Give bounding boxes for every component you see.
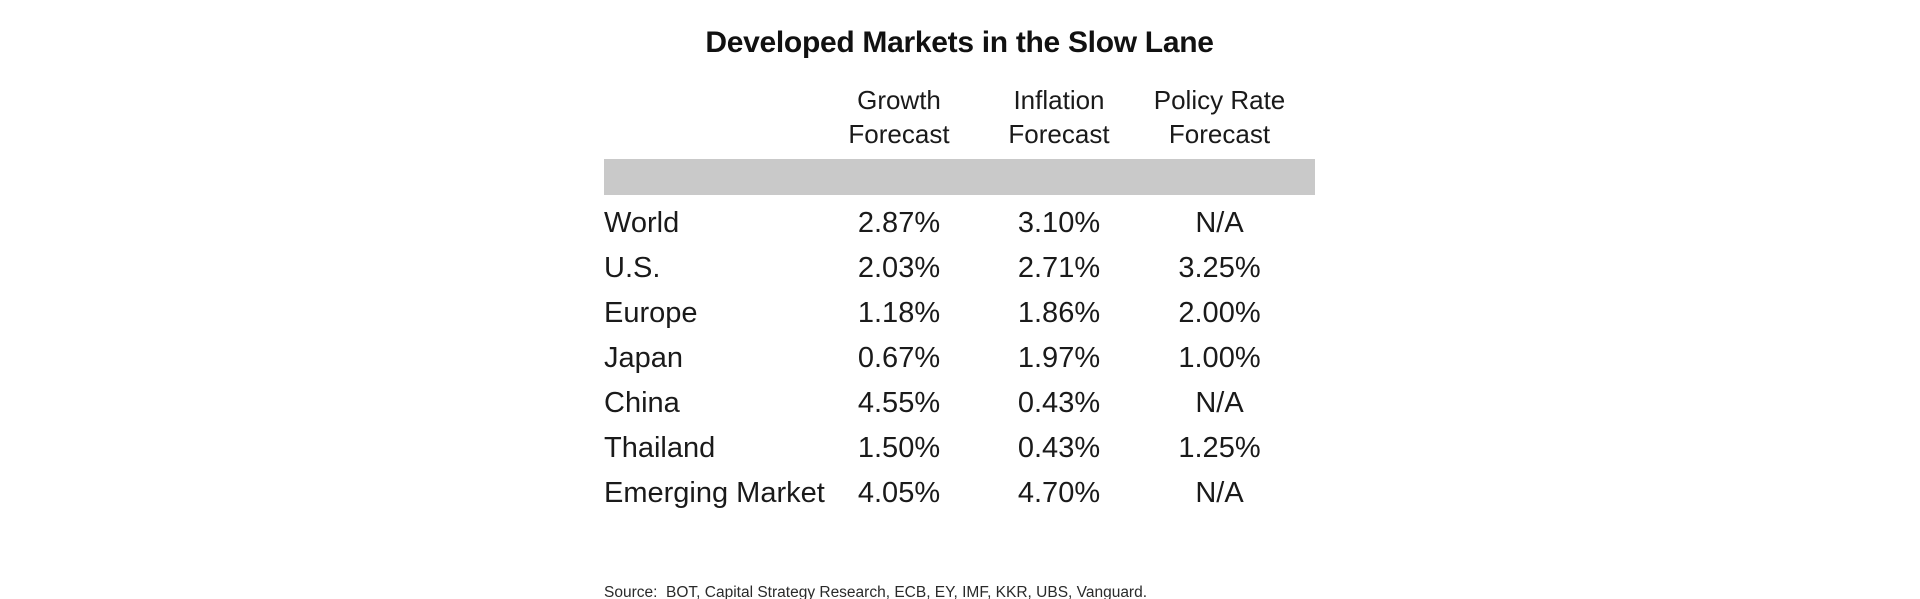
inflation-cell: 1.97% bbox=[1017, 342, 1101, 374]
policy-rate-cell: N/A bbox=[1195, 207, 1244, 239]
inflation-cell: 1.86% bbox=[1017, 297, 1101, 329]
growth-cell: 2.87% bbox=[857, 207, 941, 239]
column-header-policy-rate-line1: Policy Rate bbox=[1153, 85, 1286, 115]
table-row-us: U.S. 2.03% 2.71% 3.25% bbox=[604, 246, 1315, 291]
column-header-inflation: Inflation Forecast bbox=[994, 83, 1124, 151]
policy-rate-cell: N/A bbox=[1195, 477, 1244, 509]
table-content: Developed Markets in the Slow Lane Growt… bbox=[604, 0, 1315, 599]
page-title: Developed Markets in the Slow Lane bbox=[705, 26, 1214, 59]
table-row-world: World 2.87% 3.10% N/A bbox=[604, 201, 1315, 246]
inflation-cell: 2.71% bbox=[1017, 252, 1101, 284]
inflation-cell: 0.43% bbox=[1017, 387, 1101, 419]
policy-rate-cell: 2.00% bbox=[1178, 297, 1261, 329]
row-label: China bbox=[604, 387, 680, 419]
table-row-thailand: Thailand 1.50% 0.43% 1.25% bbox=[604, 426, 1315, 471]
growth-cell: 2.03% bbox=[857, 252, 941, 284]
row-label: Japan bbox=[604, 342, 684, 374]
inflation-cell: 4.70% bbox=[1017, 477, 1101, 509]
row-label: Emerging Market bbox=[604, 477, 825, 509]
inflation-cell: 0.43% bbox=[1017, 432, 1101, 464]
growth-cell: 1.18% bbox=[857, 297, 941, 329]
policy-rate-cell: N/A bbox=[1195, 387, 1244, 419]
table-body: World 2.87% 3.10% N/A U.S. 2.03% 2.71% 3… bbox=[604, 201, 1315, 516]
policy-rate-cell: 1.00% bbox=[1178, 342, 1261, 374]
growth-cell: 1.50% bbox=[857, 432, 941, 464]
column-header-policy-rate: Policy Rate Forecast bbox=[1124, 83, 1315, 151]
footnotes: Source: BOT, Capital Strategy Research, … bbox=[604, 540, 1199, 599]
table-row-europe: Europe 1.18% 1.86% 2.00% bbox=[604, 291, 1315, 336]
column-header-policy-rate-line2: Forecast bbox=[1168, 119, 1271, 149]
column-header-inflation-line1: Inflation bbox=[1013, 85, 1105, 115]
growth-cell: 0.67% bbox=[857, 342, 941, 374]
table-row-china: China 4.55% 0.43% N/A bbox=[604, 381, 1315, 426]
policy-rate-cell: 3.25% bbox=[1178, 252, 1261, 284]
row-label: World bbox=[604, 207, 680, 239]
column-header-inflation-line2: Forecast bbox=[1008, 119, 1110, 149]
policy-rate-cell: 1.25% bbox=[1178, 432, 1261, 464]
row-label: Thailand bbox=[604, 432, 716, 464]
column-header-growth-line2: Forecast bbox=[848, 119, 950, 149]
growth-cell: 4.05% bbox=[857, 477, 941, 509]
table-row-japan: Japan 0.67% 1.97% 1.00% bbox=[604, 336, 1315, 381]
row-label: Europe bbox=[604, 297, 698, 329]
header-spacer bbox=[604, 83, 804, 151]
header-band bbox=[604, 159, 1315, 195]
source-note: Source: BOT, Capital Strategy Research, … bbox=[604, 584, 1148, 599]
table-row-emerging-market: Emerging Market 4.05% 4.70% N/A bbox=[604, 471, 1315, 516]
inflation-cell: 3.10% bbox=[1017, 207, 1101, 239]
column-header-growth-line1: Growth bbox=[857, 85, 941, 115]
row-label: U.S. bbox=[604, 252, 661, 284]
table-header-row: Growth Forecast Inflation Forecast Polic… bbox=[604, 83, 1315, 151]
column-header-growth: Growth Forecast bbox=[804, 83, 994, 151]
growth-cell: 4.55% bbox=[857, 387, 941, 419]
